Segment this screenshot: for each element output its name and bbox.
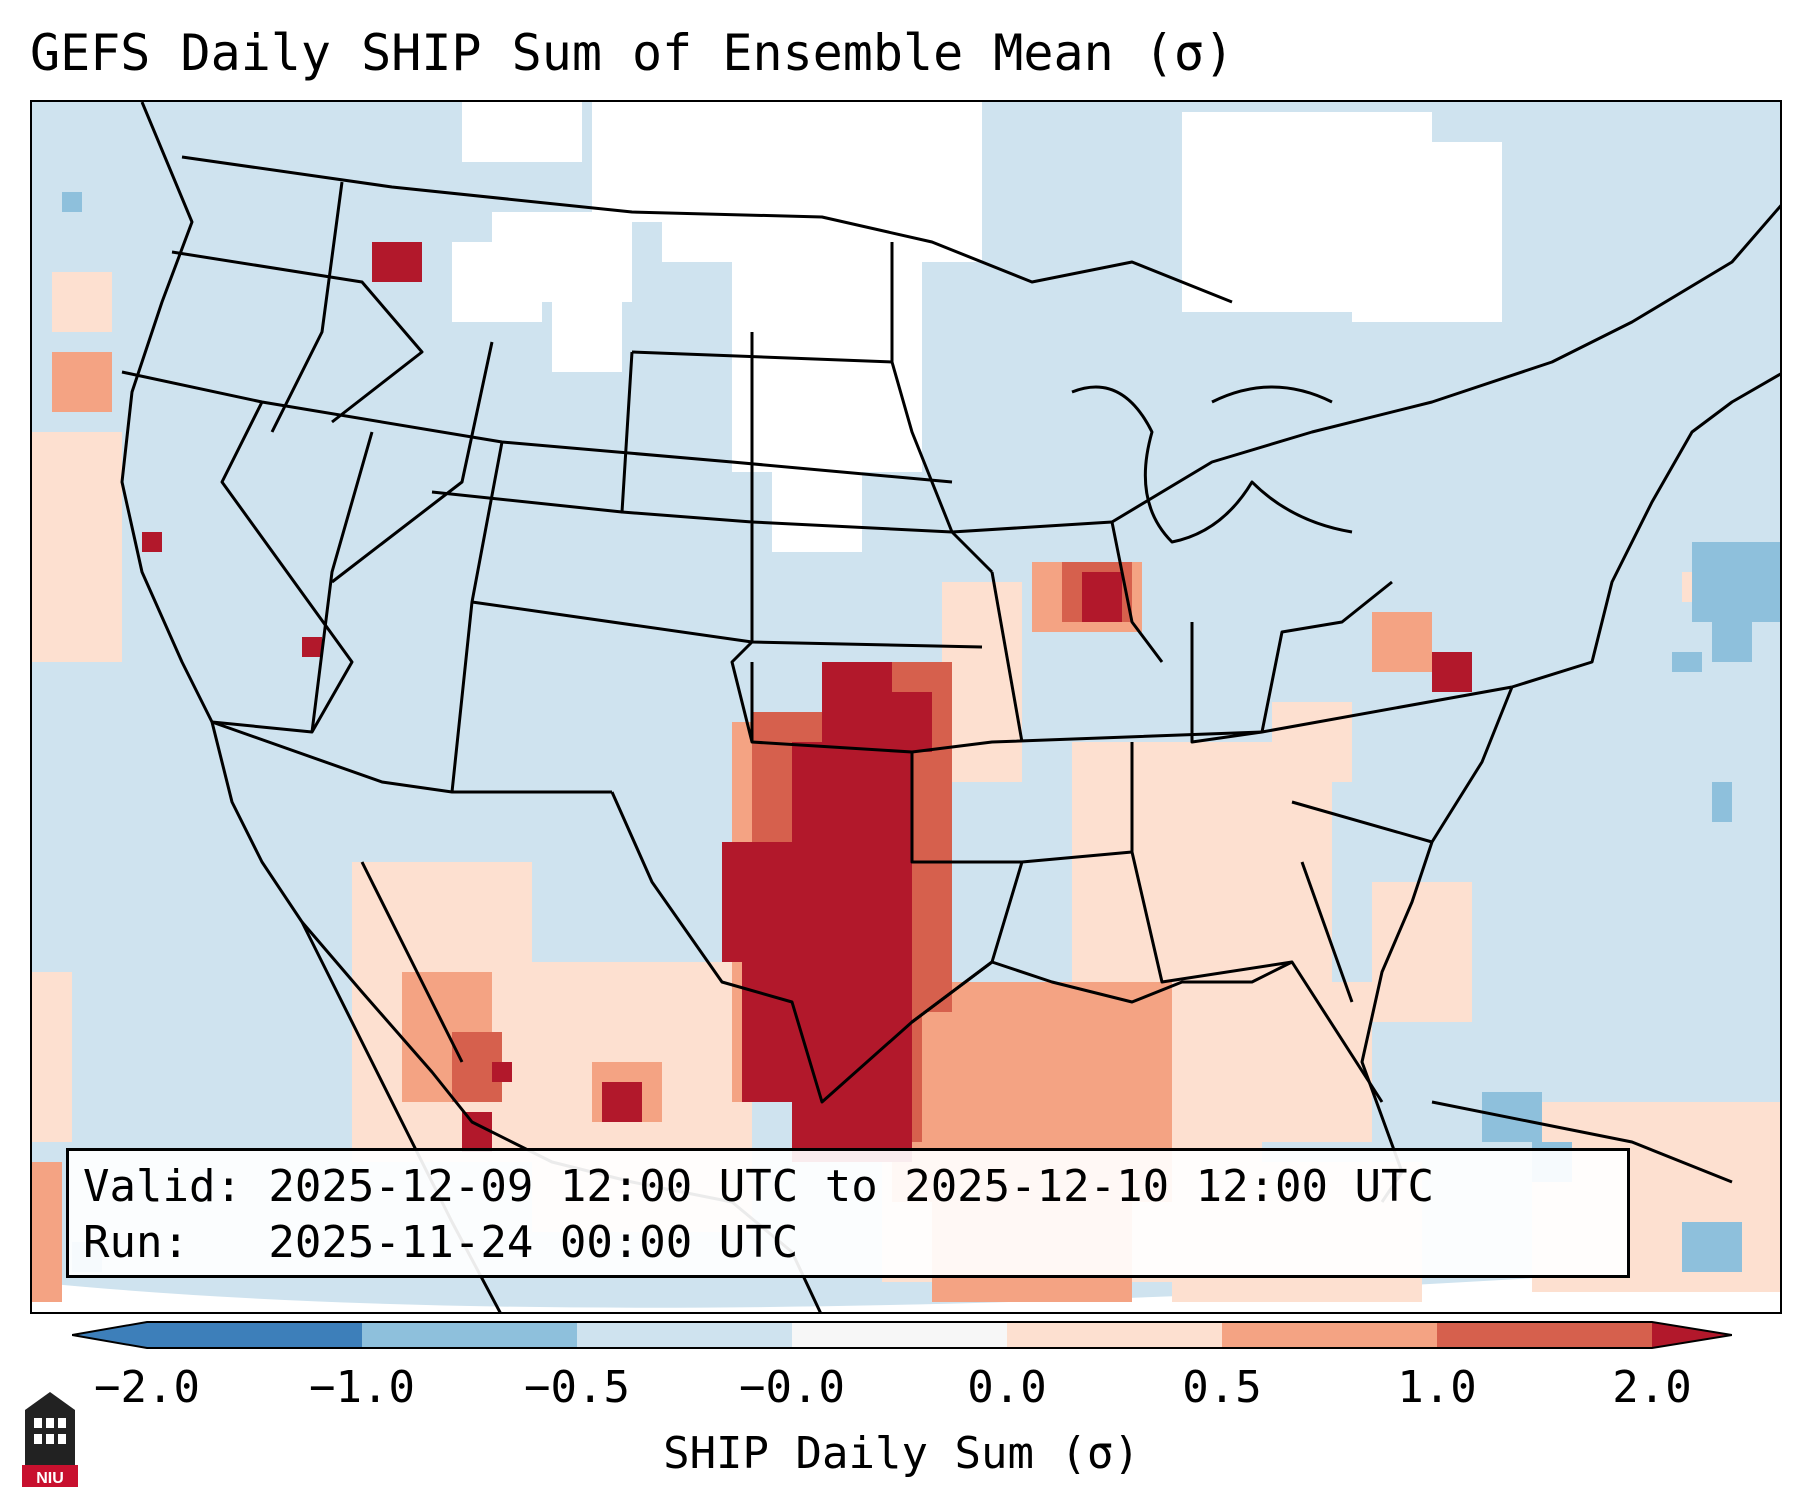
niu-logo-icon: NIU: [22, 1392, 78, 1487]
colorbar-seg-6: [1222, 1322, 1437, 1348]
colorbar-low-arrow: [72, 1322, 147, 1348]
neutral-north-field: [452, 102, 1502, 552]
colorbar-outline: [72, 1321, 1732, 1349]
extreme-positive-field: [142, 242, 1472, 1162]
tick-label-2: −1.0: [309, 1362, 415, 1413]
colorbar-high-arrow: [1652, 1322, 1732, 1348]
tick-label-8: 2.0: [1612, 1362, 1692, 1413]
map-canvas: [32, 102, 1780, 1312]
colorbar-label: SHIP Daily Sum (σ): [663, 1428, 1140, 1479]
colorbar-seg-4: [792, 1322, 1007, 1348]
tick-label-7: 1.0: [1397, 1362, 1477, 1413]
valid-time-box: Valid: 2025-12-09 12:00 UTC to 2025-12-1…: [66, 1148, 1630, 1278]
run-line: Run: 2025-11-24 00:00 UTC: [83, 1217, 799, 1268]
tick-label-6: 0.5: [1182, 1362, 1262, 1413]
colorbar-seg-1: [147, 1322, 362, 1348]
colorbar-seg-2: [362, 1322, 577, 1348]
map-panel: [30, 100, 1782, 1314]
colorbar-seg-7: [1437, 1322, 1652, 1348]
tick-label-4: −0.0: [739, 1362, 845, 1413]
colorbar-seg-5: [1007, 1322, 1222, 1348]
colorbar: [72, 1321, 1732, 1349]
colorbar-seg-3: [577, 1322, 792, 1348]
tick-label-1: −2.0: [94, 1362, 200, 1413]
political-boundaries: [120, 102, 1780, 1312]
tick-label-3: −0.5: [524, 1362, 630, 1413]
tick-label-5: 0.0: [967, 1362, 1047, 1413]
valid-line: Valid: 2025-12-09 12:00 UTC to 2025-12-1…: [83, 1161, 1435, 1212]
map-title: GEFS Daily SHIP Sum of Ensemble Mean (σ): [30, 24, 1235, 82]
logo-text: NIU: [36, 1470, 64, 1487]
